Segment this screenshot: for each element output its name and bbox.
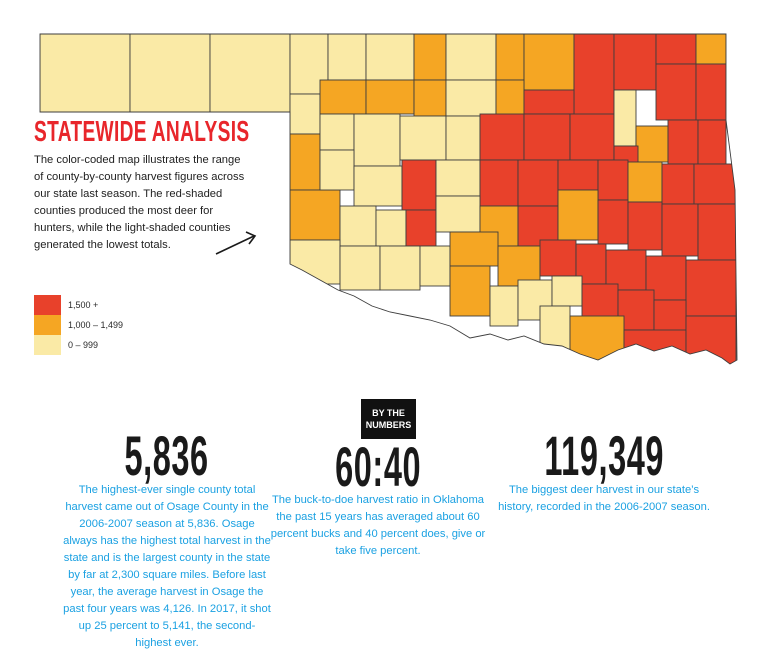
legend-label-low: 0 – 999	[68, 340, 99, 350]
county-shape	[627, 201, 663, 251]
legend-swatch-high	[34, 295, 61, 315]
county-shape	[327, 34, 367, 81]
by-the-numbers-badge: BY THE NUMBERS	[361, 399, 416, 439]
arrow-icon	[215, 231, 257, 255]
county-shape	[661, 203, 699, 257]
legend-label-mid: 1,000 – 1,499	[68, 320, 124, 330]
county-shape	[365, 79, 415, 115]
county-shape	[523, 113, 571, 161]
county-shape	[375, 209, 407, 247]
county-shape	[479, 159, 519, 207]
legend-item-low: 0 – 999	[34, 335, 123, 355]
county-shape	[551, 275, 583, 307]
county-shape	[319, 79, 367, 115]
county-shape	[623, 329, 687, 364]
legend-swatch-low	[34, 335, 61, 355]
county-shape	[695, 63, 727, 121]
county-shape	[557, 189, 599, 241]
county-shape	[413, 79, 447, 117]
county-shape	[697, 119, 727, 165]
stat-description: The highest-ever single county total har…	[63, 484, 271, 649]
county-shape	[495, 79, 525, 117]
county-shape	[517, 159, 559, 207]
county-shape	[597, 159, 629, 201]
legend-item-mid: 1,000 – 1,499	[34, 315, 123, 335]
county-shape	[40, 34, 131, 113]
county-shape	[667, 119, 699, 165]
county-shape	[419, 245, 451, 287]
county-shape	[613, 89, 637, 147]
county-shape	[613, 34, 657, 91]
legend-swatch-mid	[34, 315, 61, 335]
badge-line-1: BY THE	[372, 408, 405, 418]
state-outline	[39, 33, 738, 365]
stat-buck-doe-ratio: 60:40 The buck-to-doe harvest ratio in O…	[268, 439, 488, 560]
county-shape	[597, 199, 629, 245]
county-shape	[449, 265, 491, 317]
county-shape	[685, 259, 737, 317]
county-shape	[627, 161, 663, 203]
county-shape	[129, 34, 211, 113]
county-shape	[655, 34, 697, 65]
oklahoma-county-map	[39, 33, 738, 365]
stat-highest-county: 5,836 The highest-ever single county tot…	[62, 428, 272, 652]
county-shape	[445, 79, 497, 117]
county-shape	[209, 34, 291, 113]
county-shape	[489, 285, 519, 327]
stat-description: The buck-to-doe harvest ratio in Oklahom…	[270, 494, 486, 557]
county-shape	[353, 165, 403, 207]
county-shape	[319, 149, 355, 191]
county-shape	[289, 133, 321, 191]
county-shape	[557, 159, 599, 191]
county-shape	[569, 315, 625, 364]
county-shape	[569, 113, 615, 161]
county-shape	[539, 305, 571, 351]
legend-item-high: 1,500 +	[34, 295, 123, 315]
county-shape	[365, 34, 415, 81]
map-description: The color-coded map illustrates the rang…	[34, 154, 245, 251]
county-shape	[695, 34, 727, 65]
stat-description: The biggest deer harvest in our state’s …	[498, 484, 710, 513]
county-shape	[655, 63, 697, 121]
county-shape	[697, 203, 737, 261]
county-shape	[539, 239, 577, 277]
badge-line-2: NUMBERS	[365, 420, 412, 430]
county-shape	[379, 245, 421, 291]
county-shape	[399, 115, 447, 161]
page-title: STATEWIDE ANALYSIS	[34, 116, 250, 148]
county-shape	[685, 315, 737, 364]
county-shape	[339, 205, 377, 247]
county-shape	[523, 89, 575, 115]
county-shape	[445, 34, 497, 81]
county-shape	[445, 115, 481, 161]
stat-biggest-harvest: 119,349 The biggest deer harvest in our …	[494, 428, 714, 516]
county-shape	[693, 163, 737, 205]
stat-value: 119,349	[544, 424, 664, 487]
county-shape	[401, 159, 437, 211]
county-shape	[289, 93, 321, 135]
county-shape	[479, 113, 525, 161]
county-shape	[353, 113, 401, 167]
stat-value: 5,836	[124, 424, 210, 487]
county-shape	[413, 34, 447, 81]
county-shape	[517, 205, 559, 247]
stat-value: 60:40	[335, 435, 421, 498]
county-shape	[495, 34, 525, 81]
county-shape	[497, 245, 541, 287]
county-shape	[435, 195, 481, 233]
map-legend: 1,500 + 1,000 – 1,499 0 – 999	[34, 295, 123, 355]
county-shape	[289, 189, 341, 241]
county-shape	[661, 163, 695, 205]
county-shape	[435, 159, 481, 197]
county-shape	[523, 34, 575, 91]
county-shape	[635, 125, 669, 163]
county-shape	[449, 231, 499, 267]
legend-label-high: 1,500 +	[68, 300, 99, 310]
county-shape	[339, 245, 381, 291]
county-shape	[319, 113, 355, 151]
county-shape	[405, 209, 437, 247]
